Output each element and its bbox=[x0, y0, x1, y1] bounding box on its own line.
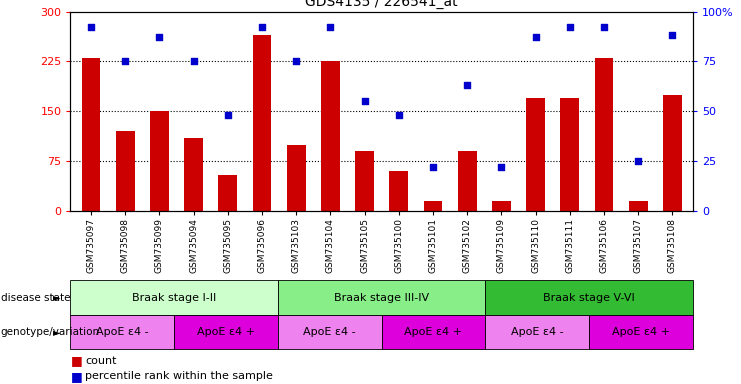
Bar bbox=[278, 315, 382, 349]
Point bbox=[359, 98, 370, 104]
Bar bbox=[485, 315, 589, 349]
Point bbox=[187, 58, 199, 65]
Title: GDS4135 / 226541_at: GDS4135 / 226541_at bbox=[305, 0, 458, 9]
Text: count: count bbox=[85, 356, 117, 366]
Bar bbox=[382, 315, 485, 349]
Bar bbox=[287, 145, 305, 211]
Bar bbox=[174, 315, 278, 349]
Point bbox=[393, 112, 405, 118]
Bar bbox=[355, 151, 374, 211]
Point bbox=[461, 82, 473, 88]
Bar bbox=[82, 58, 100, 211]
Point bbox=[290, 58, 302, 65]
Bar bbox=[485, 280, 693, 315]
Text: ■: ■ bbox=[70, 354, 82, 367]
Text: ApoE ε4 +: ApoE ε4 + bbox=[405, 327, 462, 337]
Point bbox=[153, 35, 165, 41]
Point bbox=[632, 158, 644, 164]
Bar bbox=[594, 58, 614, 211]
Point bbox=[85, 25, 97, 31]
Text: ApoE ε4 -: ApoE ε4 - bbox=[511, 327, 564, 337]
Bar bbox=[663, 95, 682, 211]
Point bbox=[222, 112, 233, 118]
Bar bbox=[389, 171, 408, 211]
Bar bbox=[150, 111, 169, 211]
Point bbox=[666, 32, 678, 38]
Text: ►: ► bbox=[53, 327, 61, 337]
Point bbox=[256, 25, 268, 31]
Bar bbox=[492, 201, 511, 211]
Text: ApoE ε4 +: ApoE ε4 + bbox=[612, 327, 670, 337]
Point bbox=[564, 25, 576, 31]
Bar bbox=[278, 280, 485, 315]
Text: ApoE ε4 +: ApoE ε4 + bbox=[197, 327, 255, 337]
Bar bbox=[253, 35, 271, 211]
Text: Braak stage I-II: Braak stage I-II bbox=[132, 293, 216, 303]
Text: ■: ■ bbox=[70, 370, 82, 383]
Point bbox=[530, 35, 542, 41]
Text: ApoE ε4 -: ApoE ε4 - bbox=[303, 327, 356, 337]
Bar bbox=[321, 61, 339, 211]
Bar bbox=[589, 315, 693, 349]
Bar bbox=[560, 98, 579, 211]
Text: percentile rank within the sample: percentile rank within the sample bbox=[85, 371, 273, 381]
Text: Braak stage V-VI: Braak stage V-VI bbox=[543, 293, 635, 303]
Point bbox=[119, 58, 131, 65]
Bar bbox=[70, 315, 174, 349]
Bar bbox=[70, 280, 278, 315]
Bar bbox=[458, 151, 476, 211]
Text: ApoE ε4 -: ApoE ε4 - bbox=[96, 327, 149, 337]
Text: Braak stage III-IV: Braak stage III-IV bbox=[334, 293, 429, 303]
Bar bbox=[526, 98, 545, 211]
Bar bbox=[424, 201, 442, 211]
Bar bbox=[184, 138, 203, 211]
Point bbox=[325, 25, 336, 31]
Bar bbox=[628, 201, 648, 211]
Point bbox=[496, 164, 508, 170]
Point bbox=[598, 25, 610, 31]
Bar bbox=[219, 175, 237, 211]
Text: genotype/variation: genotype/variation bbox=[1, 327, 100, 337]
Bar bbox=[116, 131, 135, 211]
Text: disease state: disease state bbox=[1, 293, 70, 303]
Text: ►: ► bbox=[53, 293, 61, 303]
Point bbox=[427, 164, 439, 170]
